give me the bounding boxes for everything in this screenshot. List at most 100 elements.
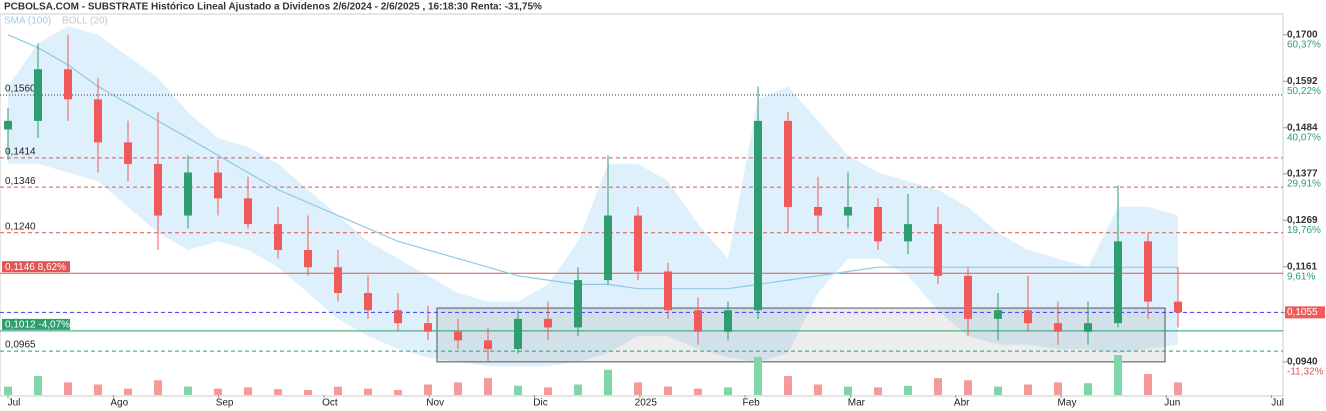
- candle-body: [574, 280, 582, 328]
- candle-body: [154, 163, 162, 216]
- candle-body: [1084, 323, 1092, 332]
- candle-body: [544, 318, 552, 328]
- volume-bar: [1024, 384, 1032, 395]
- candle-body: [1024, 310, 1032, 324]
- candle-body: [664, 271, 672, 311]
- y-tick-label: 0,1269: [1287, 215, 1318, 226]
- sma-line: [7, 34, 1178, 290]
- candle-body: [754, 120, 762, 311]
- volume-bar: [754, 357, 762, 395]
- volume-bar: [94, 384, 102, 395]
- volume-bar: [634, 382, 642, 395]
- y-tick-pct: 9,61%: [1287, 271, 1315, 282]
- volume-bar: [394, 389, 402, 395]
- y-tick-label: 0,0940: [1287, 357, 1318, 368]
- level-label: 0,1146 8,62%: [5, 262, 66, 273]
- level-label: 0,1012 -4,07%: [5, 320, 70, 331]
- volume-bar: [364, 388, 372, 395]
- volume-bar: [214, 388, 222, 395]
- volume-bar: [544, 387, 552, 395]
- volume-bar: [874, 387, 882, 395]
- x-tick-label: Ago: [110, 398, 128, 409]
- volume-bar: [904, 385, 912, 395]
- volume-bar: [484, 378, 492, 395]
- candle-body: [454, 331, 462, 341]
- bollinger-band: [8, 26, 1178, 367]
- volume-bar: [244, 387, 252, 395]
- level-label: 0,0965: [5, 340, 36, 351]
- level-label: 0,1240: [5, 221, 36, 232]
- x-tick-label: Feb: [742, 398, 760, 409]
- volume-bar: [124, 388, 132, 395]
- candle-body: [94, 99, 102, 143]
- candle-body: [724, 310, 732, 332]
- volume-bar: [574, 384, 582, 395]
- volume-bar: [664, 386, 672, 395]
- range-box: [436, 307, 1166, 363]
- x-tick-label: Oct: [322, 398, 338, 409]
- level-label: 0,1560: [5, 84, 36, 95]
- candle-body: [394, 310, 402, 324]
- x-tick-label: Dic: [533, 398, 547, 409]
- y-tick-pct: 40,07%: [1287, 132, 1321, 143]
- candle-body: [184, 172, 192, 216]
- y-tick-pct: -11,32%: [1287, 367, 1324, 378]
- candle-body: [34, 69, 42, 121]
- candle-body: [424, 323, 432, 332]
- candle-body: [904, 224, 912, 242]
- last-tag: [1285, 306, 1325, 319]
- y-tick-label: 0,1592: [1287, 76, 1318, 87]
- volume-bar: [1174, 382, 1182, 395]
- candle-body: [634, 215, 642, 272]
- y-tick-label: 0,1700: [1287, 29, 1318, 40]
- volume-bar: [604, 369, 612, 395]
- volume-bar: [694, 388, 702, 395]
- y-tick-label: 0,1161: [1287, 261, 1317, 272]
- volume-bar: [1144, 373, 1152, 395]
- volume-bar: [184, 386, 192, 395]
- volume-bar: [514, 385, 522, 395]
- volume-bar: [424, 384, 432, 395]
- x-tick-label: May: [1058, 398, 1077, 409]
- candle-body: [214, 172, 222, 199]
- candle-body: [694, 310, 702, 332]
- volume-bar: [4, 386, 12, 395]
- volume-bar: [454, 382, 462, 395]
- volume-bar: [34, 376, 42, 395]
- candle-body: [64, 69, 72, 100]
- candle-body: [844, 206, 852, 216]
- candle-body: [1054, 323, 1062, 332]
- candle-body: [514, 318, 522, 349]
- y-tick-pct: 19,76%: [1287, 225, 1321, 236]
- candle-body: [334, 267, 342, 294]
- x-tick-label: Mar: [848, 398, 866, 409]
- level-tag: [2, 318, 70, 330]
- level-label: 0,1346: [5, 176, 36, 187]
- candle-body: [874, 206, 882, 242]
- candle-body: [364, 293, 372, 311]
- y-tick-label: 0,1377: [1287, 168, 1318, 179]
- candle-body: [274, 224, 282, 250]
- x-tick-label: Jun: [1164, 398, 1180, 409]
- y-tick-pct: 29,91%: [1287, 178, 1321, 189]
- volume-bar: [64, 382, 72, 395]
- candle-body: [934, 224, 942, 276]
- volume-bar: [334, 386, 342, 395]
- volume-bar: [1114, 355, 1122, 395]
- x-tick-label: 2025: [635, 398, 658, 409]
- candle-body: [994, 310, 1002, 319]
- candle-body: [814, 206, 822, 216]
- x-tick-label: Jul: [1271, 398, 1284, 409]
- volume-bar: [814, 384, 822, 395]
- x-tick-label: Sep: [216, 398, 234, 409]
- volume-bar: [784, 376, 792, 395]
- candle-body: [124, 142, 132, 164]
- candle-body: [964, 275, 972, 319]
- legend-boll: BOLL (20): [62, 16, 108, 27]
- volume-bar: [1084, 383, 1092, 395]
- candle-body: [1114, 241, 1122, 324]
- volume-bar: [1054, 382, 1062, 395]
- candle-body: [484, 340, 492, 349]
- volume-bar: [934, 378, 942, 395]
- level-label: 0,1414: [5, 147, 36, 158]
